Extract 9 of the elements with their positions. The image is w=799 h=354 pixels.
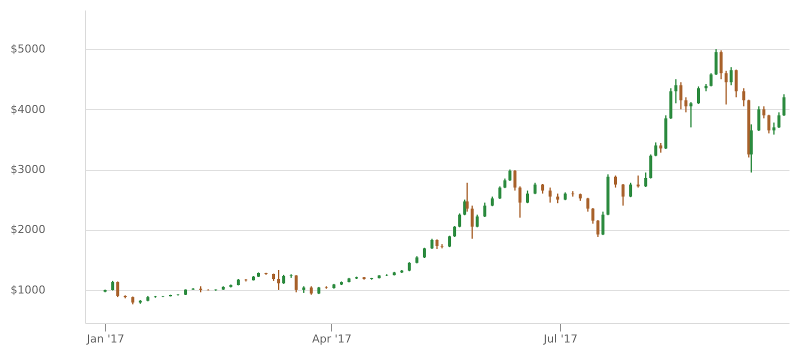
y-tick-label: $4000 (10, 102, 46, 116)
y-tick-label: $1000 (10, 283, 46, 296)
y-tick-label: $2000 (10, 223, 46, 236)
x-tick-label: Jan '17 (86, 332, 124, 346)
x-tick-label: Jul '17 (542, 332, 578, 346)
y-tick-label: $5000 (10, 42, 46, 56)
y-tick-label: $3000 (10, 163, 46, 176)
candlestick (378, 274, 381, 280)
x-tick-label: Apr '17 (312, 332, 352, 346)
